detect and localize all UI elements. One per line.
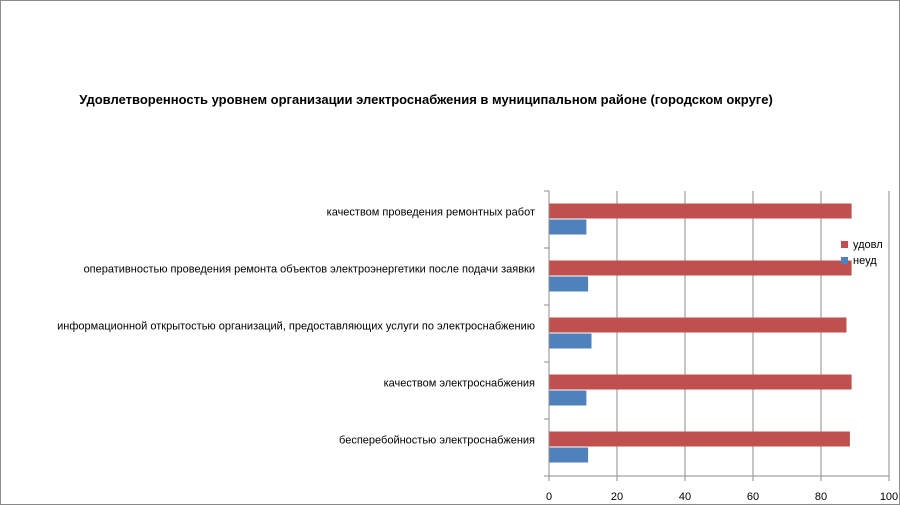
bar-udovl xyxy=(549,431,850,447)
bar-neud xyxy=(549,333,592,349)
legend-label: неуд xyxy=(853,255,877,267)
legend: удовл неуд xyxy=(841,239,883,267)
bars xyxy=(549,203,852,463)
bar-udovl xyxy=(549,203,852,219)
bar-neud xyxy=(549,219,587,235)
bar-neud xyxy=(549,276,589,292)
x-tick-label: 60 xyxy=(747,491,759,503)
x-tick-label: 20 xyxy=(611,491,623,503)
x-tick-label: 100 xyxy=(880,491,898,503)
category-label: оперативностью проведения ремонта объект… xyxy=(84,264,535,276)
chart-title: Удовлетворенность уровнем организации эл… xyxy=(79,92,773,107)
x-tick-label: 0 xyxy=(546,491,552,503)
bar-neud xyxy=(549,447,589,463)
bar-neud xyxy=(549,390,587,406)
legend-swatch xyxy=(841,241,848,248)
category-label: бесперебойностью электроснабжения xyxy=(339,435,535,447)
legend-swatch xyxy=(841,257,848,264)
category-label: качеством электроснабжения xyxy=(384,378,535,390)
category-label: качеством проведения ремонтных работ xyxy=(327,207,535,219)
x-tick-label: 40 xyxy=(679,491,691,503)
x-tick-label: 80 xyxy=(815,491,827,503)
tick-labels: 0 20 40 60 80 100 xyxy=(546,491,898,503)
legend-label: удовл xyxy=(853,239,883,251)
category-labels: качеством проведения ремонтных работ опер… xyxy=(57,207,535,447)
axes xyxy=(544,190,890,481)
bar-udovl xyxy=(549,317,847,333)
category-label: информационной открытостью организаций, … xyxy=(57,321,535,333)
bar-udovl xyxy=(549,260,852,276)
bar-udovl xyxy=(549,374,852,390)
grid-lines xyxy=(616,191,890,476)
